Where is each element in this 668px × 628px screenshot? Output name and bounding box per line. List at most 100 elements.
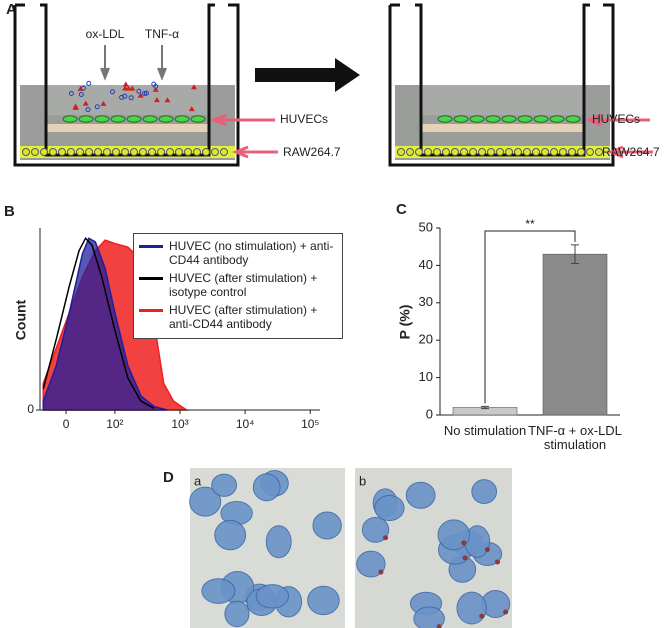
oxldl <box>137 92 144 98</box>
oxldl <box>152 86 159 92</box>
stain <box>503 609 509 615</box>
y-tick-label: 0 <box>27 402 34 416</box>
panel-label: B <box>4 203 15 220</box>
huvec-cell <box>565 115 581 123</box>
cell <box>211 473 238 497</box>
legend-swatch <box>139 245 163 248</box>
raw-cell <box>559 148 567 156</box>
raw-cell <box>121 148 129 156</box>
raw-cell <box>586 148 594 156</box>
stain <box>436 624 442 628</box>
cell-label: HUVECs <box>592 112 640 126</box>
x-tick-label: 10³ <box>171 417 188 431</box>
y-tick-label: 0 <box>426 406 433 421</box>
tnf <box>94 104 100 110</box>
raw-cell <box>532 148 540 156</box>
medium <box>421 85 584 115</box>
tnf <box>136 88 142 94</box>
panel-label: D <box>163 469 174 486</box>
raw-cell <box>595 148 603 156</box>
huvec-cell <box>453 115 469 123</box>
huvec-cell <box>549 115 565 123</box>
significance-label: ** <box>525 217 535 231</box>
raw-cell <box>49 148 57 156</box>
huvec-cell <box>190 115 206 123</box>
cell <box>189 486 222 517</box>
raw-cell <box>40 148 48 156</box>
tnf <box>128 95 134 101</box>
error-bar <box>481 405 489 410</box>
stain <box>479 613 485 619</box>
tnf <box>86 80 92 86</box>
raw-cell <box>415 148 423 156</box>
raw-cell <box>175 148 183 156</box>
tnf <box>78 91 84 97</box>
raw-cell <box>478 148 486 156</box>
transwell <box>388 3 615 167</box>
raw-cell <box>424 148 432 156</box>
cell <box>361 516 390 543</box>
cell <box>456 591 487 625</box>
huvec-cell <box>62 115 78 123</box>
legend-entry: HUVEC (after stimulation) + isotype cont… <box>139 271 337 299</box>
oxldl <box>129 85 136 91</box>
cell <box>214 519 247 551</box>
raw-cell <box>514 148 522 156</box>
huvec-cell <box>533 115 549 123</box>
membrane <box>46 124 209 132</box>
oxldl <box>188 106 195 112</box>
significance-bracket <box>484 230 576 404</box>
raw-cell <box>31 148 39 156</box>
raw-cell <box>496 148 504 156</box>
raw-cell <box>211 148 219 156</box>
pointer-arrow <box>210 113 653 159</box>
oxldl <box>72 104 79 110</box>
cell <box>405 481 436 509</box>
cell <box>307 585 340 616</box>
huvec-cell <box>517 115 533 123</box>
x-tick-label: 10⁴ <box>236 417 255 431</box>
cell-label: RAW264.7 <box>283 145 341 159</box>
y-axis-label: P (%) <box>397 305 413 340</box>
huvec-cell <box>110 115 126 123</box>
x-tick-label: 10² <box>106 417 123 431</box>
raw-cell <box>58 148 66 156</box>
cell <box>374 494 405 522</box>
stimulus-arrow <box>100 45 167 81</box>
y-tick-label: 50 <box>419 219 433 234</box>
raw-cell <box>193 148 201 156</box>
raw-cell <box>541 148 549 156</box>
raw-cell <box>469 148 477 156</box>
cell <box>255 584 290 609</box>
raw-cell <box>130 148 138 156</box>
tnf <box>119 94 125 100</box>
histogram-curve <box>42 237 168 411</box>
histogram-curve <box>42 237 155 409</box>
y-tick-label: 20 <box>419 332 433 347</box>
cell <box>413 606 445 628</box>
oxldl <box>125 85 132 91</box>
raw-cell <box>433 148 441 156</box>
huvec-cell <box>469 115 485 123</box>
x-tick-label: TNF-α + ox-LDL stimulation <box>528 423 622 452</box>
x-tick-label: No stimulation <box>443 423 527 438</box>
error-bar <box>571 244 579 265</box>
raw-cell <box>112 148 120 156</box>
tnf <box>109 89 115 95</box>
legend-swatch <box>139 277 163 280</box>
cell <box>312 511 342 540</box>
stain <box>462 555 468 561</box>
raw-cell <box>460 148 468 156</box>
y-axis-label: Count <box>13 299 29 340</box>
huvec-cell <box>437 115 453 123</box>
raw-cell <box>451 148 459 156</box>
y-tick-label: 40 <box>419 257 433 272</box>
membrane <box>421 124 584 132</box>
stain <box>495 559 501 565</box>
bar <box>542 253 608 416</box>
oxldl <box>191 84 198 90</box>
x-tick-label: 10⁵ <box>301 417 319 431</box>
panel-label: C <box>396 201 407 218</box>
